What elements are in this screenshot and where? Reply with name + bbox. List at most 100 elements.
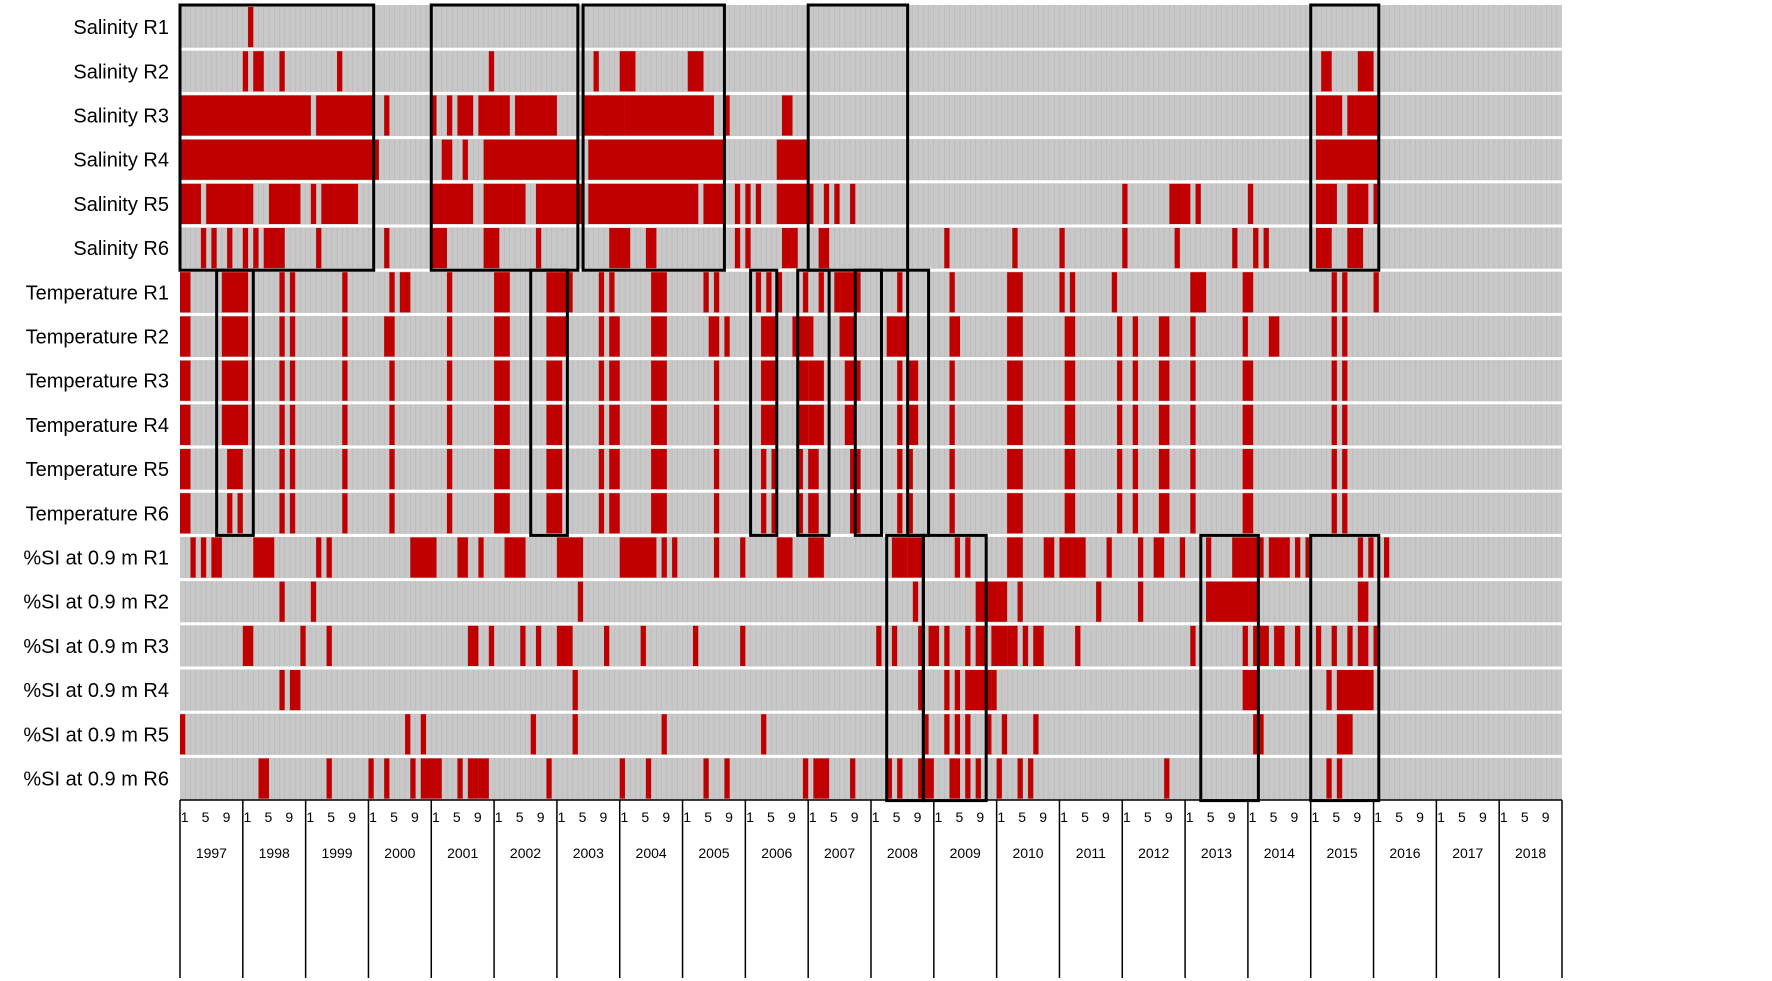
event-cell — [200, 228, 207, 269]
event-cell — [1357, 537, 1364, 578]
event-cell — [813, 758, 830, 799]
event-cell — [740, 625, 746, 666]
row-label: Salinity R2 — [73, 61, 169, 83]
event-cell — [965, 758, 971, 799]
event-cell — [431, 95, 437, 136]
event-cell — [907, 404, 919, 445]
month-tick-label: 9 — [600, 809, 608, 825]
year-label: 2009 — [950, 845, 981, 861]
event-cell — [1132, 360, 1138, 401]
event-cell — [609, 360, 620, 401]
event-cell — [949, 272, 955, 313]
event-cell — [609, 316, 620, 357]
event-cell — [713, 493, 720, 534]
event-cell — [326, 625, 332, 666]
row-separator — [180, 47, 1562, 51]
event-cell — [850, 183, 856, 224]
event-cell — [1117, 493, 1123, 534]
event-cell — [640, 625, 646, 666]
event-cell — [1137, 581, 1144, 622]
event-cell — [1158, 449, 1170, 490]
month-tick-label: 9 — [537, 809, 545, 825]
event-cell — [1153, 537, 1165, 578]
event-cell — [227, 449, 243, 490]
event-cell — [766, 272, 772, 313]
event-cell — [965, 714, 971, 755]
event-cell — [1117, 360, 1123, 401]
event-cell — [1179, 537, 1186, 578]
event-cell — [1326, 758, 1332, 799]
row-separator — [180, 710, 1562, 714]
month-tick-label: 5 — [830, 809, 838, 825]
event-cell — [1268, 316, 1280, 357]
event-cell — [289, 360, 296, 401]
event-cell — [457, 537, 468, 578]
event-cell — [467, 625, 479, 666]
row-label: %SI at 0.9 m R1 — [23, 548, 169, 570]
year-label: 2010 — [1012, 845, 1043, 861]
row-label: Temperature R2 — [26, 327, 169, 349]
event-cell — [279, 404, 285, 445]
month-tick-label: 5 — [1521, 809, 1529, 825]
event-cell — [588, 139, 725, 180]
event-cell — [389, 449, 395, 490]
year-label: 2016 — [1389, 845, 1420, 861]
event-cell — [494, 493, 510, 534]
month-tick-label: 5 — [1458, 809, 1466, 825]
row-separator — [180, 312, 1562, 316]
month-tick-label: 1 — [558, 809, 566, 825]
event-cell — [457, 95, 474, 136]
event-cell — [431, 228, 447, 269]
event-cell — [792, 316, 814, 357]
row-label: %SI at 0.9 m R4 — [23, 680, 169, 702]
event-cell — [289, 670, 301, 711]
event-cell — [326, 758, 332, 799]
event-cell — [1174, 228, 1180, 269]
event-cell — [797, 360, 809, 401]
event-cell — [279, 272, 285, 313]
event-cell — [535, 625, 542, 666]
event-cell — [1132, 493, 1138, 534]
event-cell — [483, 183, 526, 224]
event-cell — [944, 714, 950, 755]
row-separator — [180, 136, 1562, 140]
event-cell — [1195, 183, 1201, 224]
event-cell — [237, 493, 243, 534]
event-cell — [483, 139, 578, 180]
event-cell — [190, 537, 196, 578]
event-cell — [242, 228, 249, 269]
row-label: Temperature R6 — [26, 503, 169, 525]
event-cell — [546, 360, 563, 401]
month-tick-label: 1 — [683, 809, 691, 825]
event-cell — [734, 228, 741, 269]
month-tick-label: 9 — [1353, 809, 1361, 825]
event-cell — [965, 625, 971, 666]
highlight-box — [429, 3, 580, 272]
event-cell — [389, 404, 395, 445]
event-cell — [1007, 360, 1023, 401]
event-cell — [1007, 625, 1018, 666]
month-tick-label: 1 — [306, 809, 314, 825]
event-cell — [912, 581, 919, 622]
event-cell — [1137, 537, 1144, 578]
row-label: Salinity R6 — [73, 238, 169, 260]
event-cell — [1357, 581, 1369, 622]
event-cell — [389, 493, 395, 534]
event-cell — [687, 51, 704, 92]
highlight-box — [796, 268, 831, 537]
event-cell — [1169, 183, 1191, 224]
event-cell — [1190, 449, 1196, 490]
event-cell — [248, 7, 254, 48]
month-tick-label: 1 — [1311, 809, 1319, 825]
event-cell — [1336, 714, 1353, 755]
event-cell — [1158, 360, 1170, 401]
event-cell — [1122, 228, 1128, 269]
event-cell — [713, 404, 720, 445]
event-cell — [713, 360, 720, 401]
year-label: 1997 — [196, 845, 227, 861]
month-tick-label: 5 — [327, 809, 335, 825]
month-tick-label: 1 — [1374, 809, 1382, 825]
event-cell — [478, 95, 510, 136]
event-cell — [1305, 537, 1311, 578]
event-cell — [1064, 404, 1076, 445]
